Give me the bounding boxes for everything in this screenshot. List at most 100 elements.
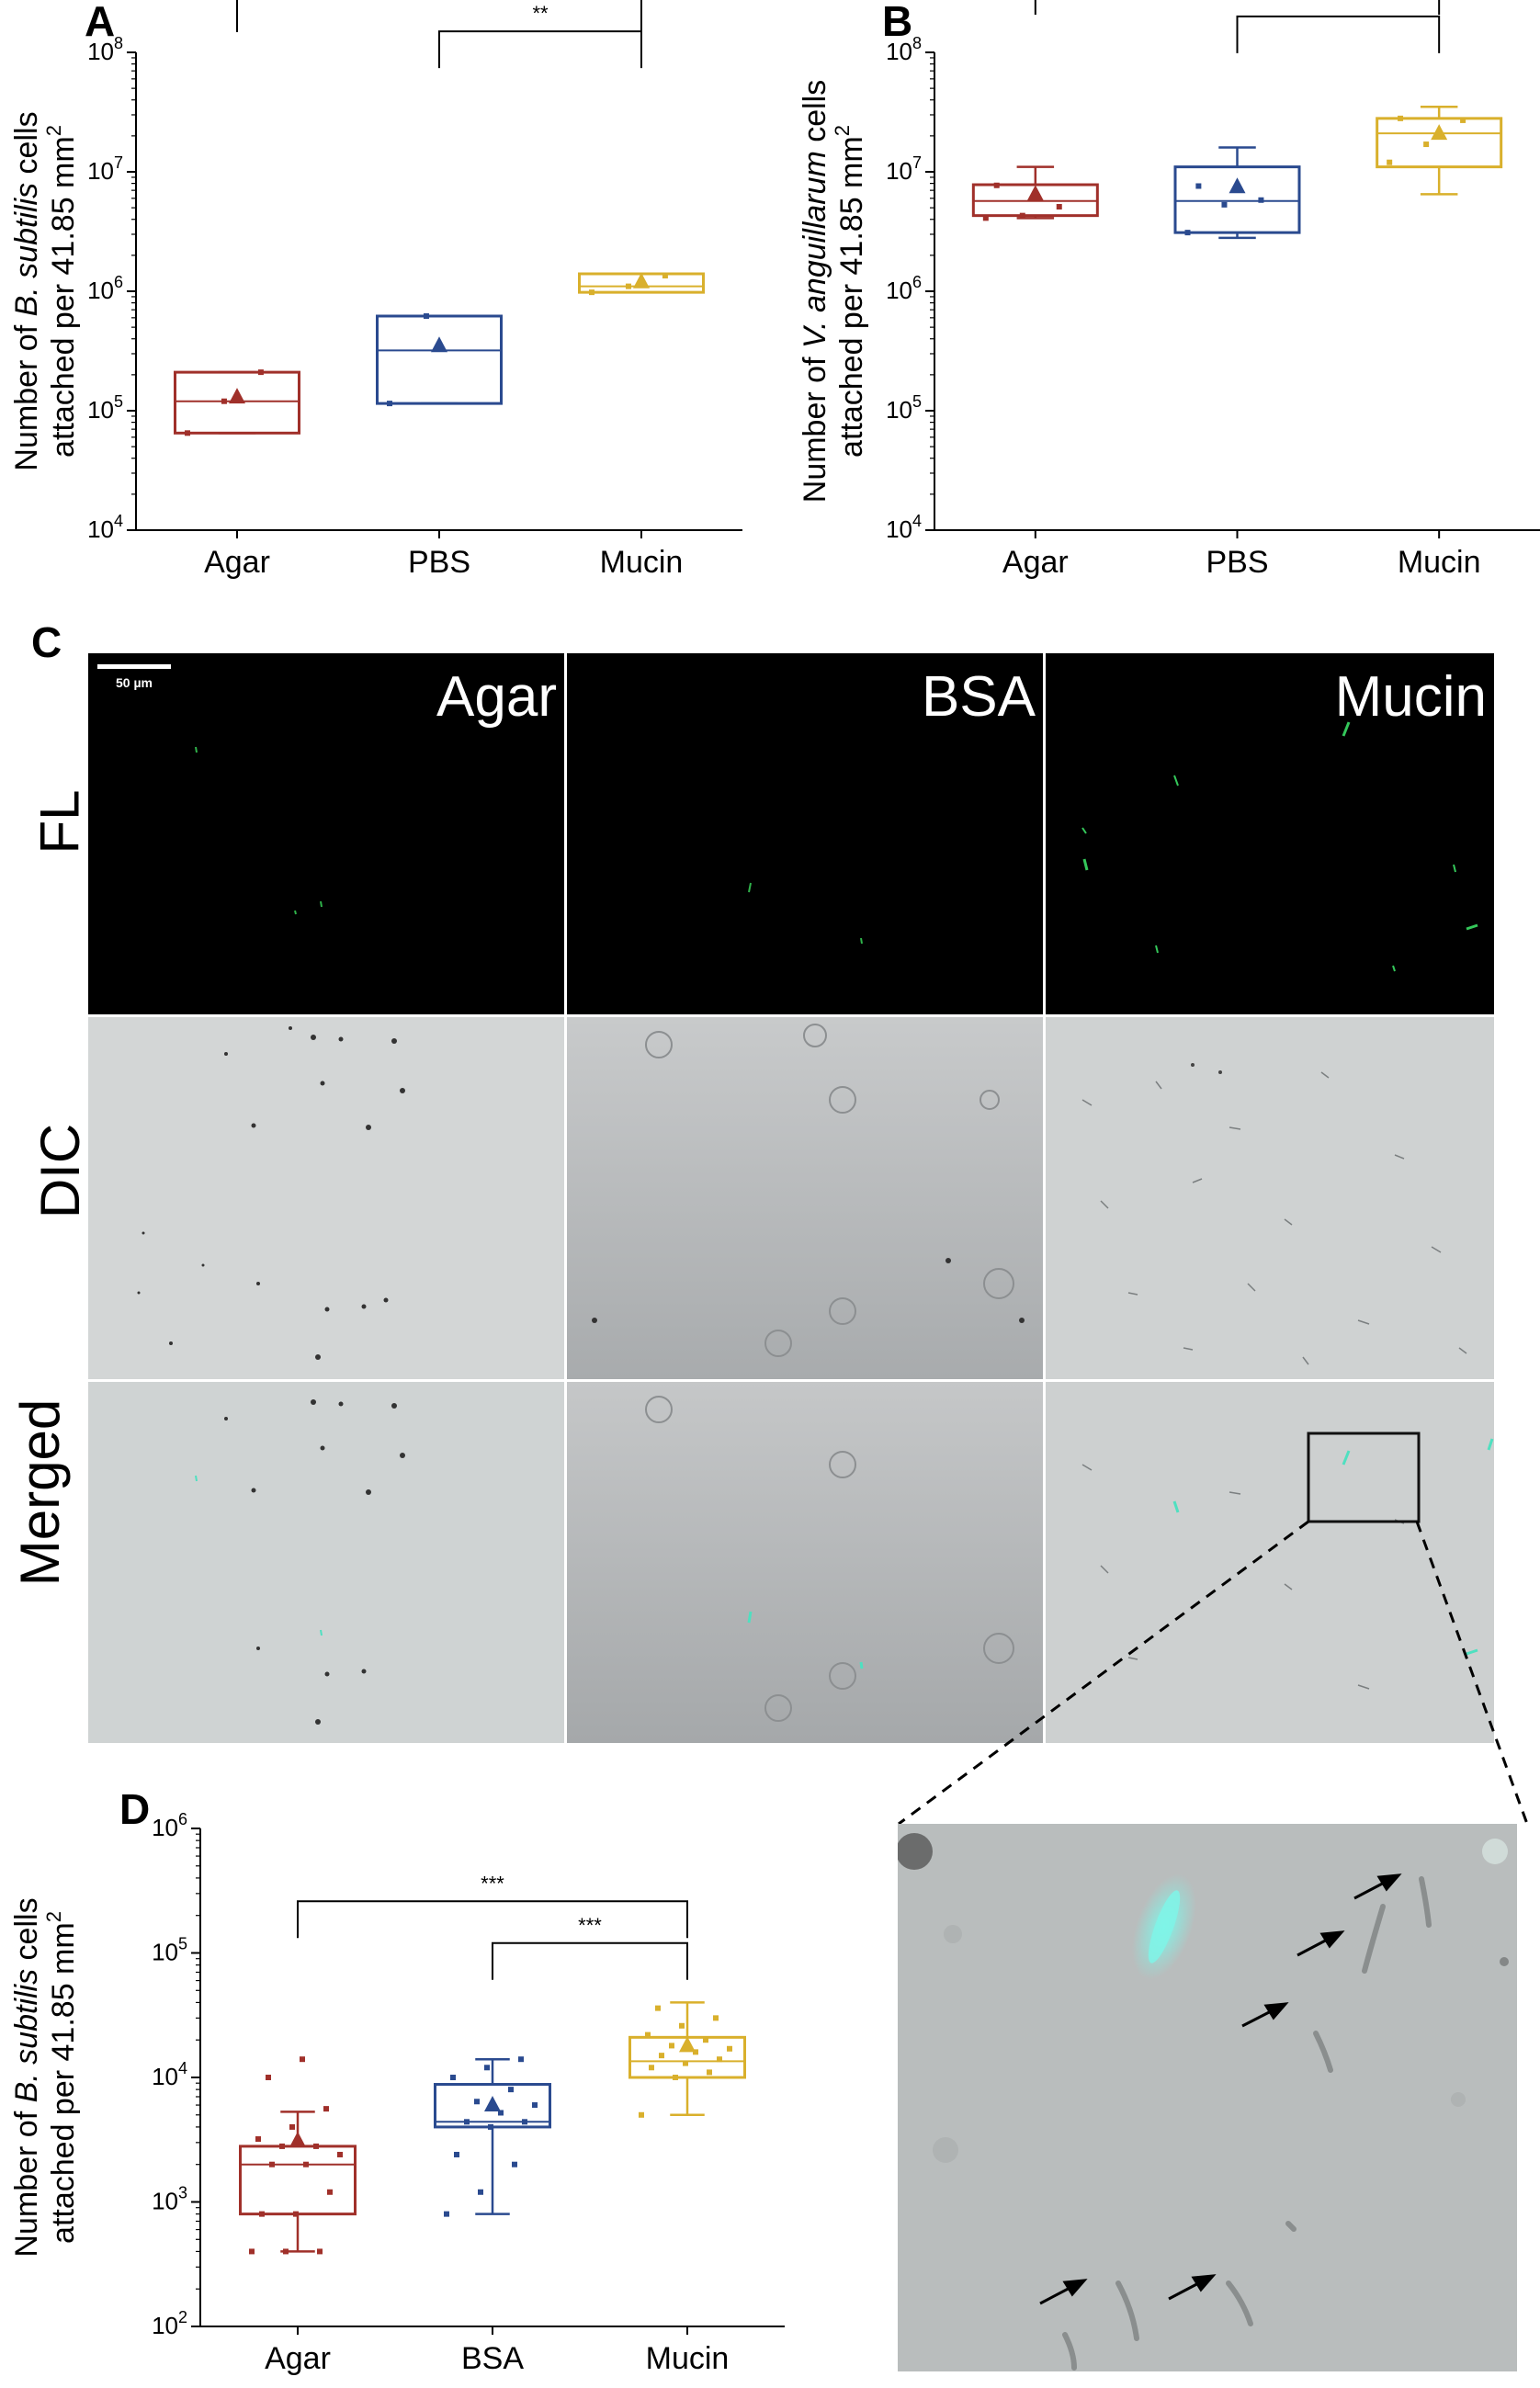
data-point (727, 2045, 732, 2052)
particle (315, 1719, 321, 1725)
cell-mark (1431, 1246, 1442, 1253)
cell-mark (195, 746, 198, 753)
particle (361, 1304, 367, 1309)
condition-label-mucin: Mucin (1334, 665, 1487, 729)
fl-bsa-image: BSA (567, 653, 1043, 1014)
significance-bracket (438, 30, 642, 69)
particle (361, 1669, 367, 1674)
arrow-icon (1168, 2274, 1217, 2301)
cell-mark (748, 882, 752, 893)
data-point (221, 398, 227, 404)
data-point (185, 430, 190, 436)
data-point (649, 2065, 654, 2071)
panel-letter-d: D (119, 1785, 151, 1833)
significance-label: *** (1326, 0, 1350, 10)
micrograph-grid: 50 µm Agar BSA Mucin (88, 653, 1494, 1765)
data-point (317, 2248, 323, 2255)
box (1376, 117, 1503, 169)
data-point (337, 2151, 343, 2157)
arrow-icon (1297, 1930, 1345, 1957)
panel-letter-a: A (85, 0, 116, 45)
arrow-icon (1241, 2002, 1289, 2028)
x-tick-label: Agar (1002, 545, 1069, 580)
particle (391, 1403, 397, 1409)
cell-mark (1082, 858, 1089, 871)
cell-mark (1487, 1438, 1494, 1451)
data-point (474, 2099, 480, 2105)
data-point (679, 2022, 685, 2029)
cell-mark (1100, 1565, 1109, 1574)
data-point (423, 312, 429, 319)
cell-mark (1155, 1081, 1162, 1090)
droplet (829, 1451, 856, 1478)
y-axis-label: Number of B. subtilis cells attached per … (9, 111, 81, 470)
debris (1500, 1957, 1509, 1966)
cell-mark (1302, 1356, 1309, 1365)
cell-mark (1285, 2221, 1297, 2232)
cell-mark (294, 910, 297, 915)
particle (142, 1231, 145, 1235)
data-point (444, 2211, 449, 2217)
data-point (625, 283, 631, 289)
data-point (589, 289, 594, 296)
cell-mark (1357, 1684, 1370, 1690)
data-point (1184, 230, 1191, 236)
debris (1482, 1839, 1508, 1864)
x-tick-label: Mucin (600, 545, 684, 580)
cell-mark (1320, 1071, 1330, 1079)
particle (400, 1453, 405, 1458)
data-point (488, 2123, 493, 2130)
dark-blob (898, 1833, 933, 1870)
data-point (478, 2189, 483, 2195)
x-tick-label: Mucin (646, 2341, 730, 2376)
data-point (669, 2043, 674, 2049)
particle (1019, 1318, 1025, 1323)
data-point (693, 2049, 698, 2055)
data-point (993, 182, 1000, 188)
box (1173, 165, 1301, 234)
cell-mark (320, 1629, 323, 1636)
data-point (1460, 117, 1466, 123)
mean-marker (289, 2131, 306, 2147)
droplet (979, 1090, 1000, 1110)
cell-mark (195, 1475, 198, 1482)
particle (391, 1038, 397, 1044)
cell-mark (1466, 1648, 1478, 1656)
data-point (1019, 212, 1025, 219)
x-tick-label: Agar (265, 2341, 331, 2376)
cell-mark (1458, 1347, 1467, 1354)
data-point (249, 2248, 255, 2255)
droplet (764, 1330, 792, 1357)
particle (256, 1647, 260, 1650)
droplet (764, 1694, 792, 1722)
merged-mucin-image (1046, 1382, 1494, 1743)
cell-mark (1155, 945, 1159, 954)
droplet (829, 1662, 856, 1690)
y-axis-label-line2: attached per 41.85 mm2 (831, 125, 869, 458)
data-point (717, 2056, 722, 2063)
cell-mark (1115, 2280, 1139, 2341)
mean-marker (229, 388, 245, 404)
data-point (303, 2161, 309, 2167)
cell-mark (1127, 1292, 1138, 1296)
data-point (683, 2060, 688, 2066)
zoom-region-box (1307, 1432, 1421, 1523)
particle (289, 1026, 292, 1030)
cell-mark (1081, 1099, 1093, 1106)
cell-mark (1127, 1657, 1138, 1660)
particle (1218, 1070, 1222, 1074)
particle (400, 1088, 405, 1093)
significance-bracket (236, 0, 642, 32)
cell-mark (1466, 923, 1478, 931)
zoom-inset-image (898, 1824, 1517, 2371)
data-point (703, 2037, 708, 2043)
cell-mark (1342, 721, 1351, 737)
fl-agar-image: 50 µm Agar (88, 653, 564, 1014)
data-point (645, 2031, 651, 2038)
particle (320, 1081, 325, 1086)
x-tick-label: PBS (1206, 545, 1268, 580)
